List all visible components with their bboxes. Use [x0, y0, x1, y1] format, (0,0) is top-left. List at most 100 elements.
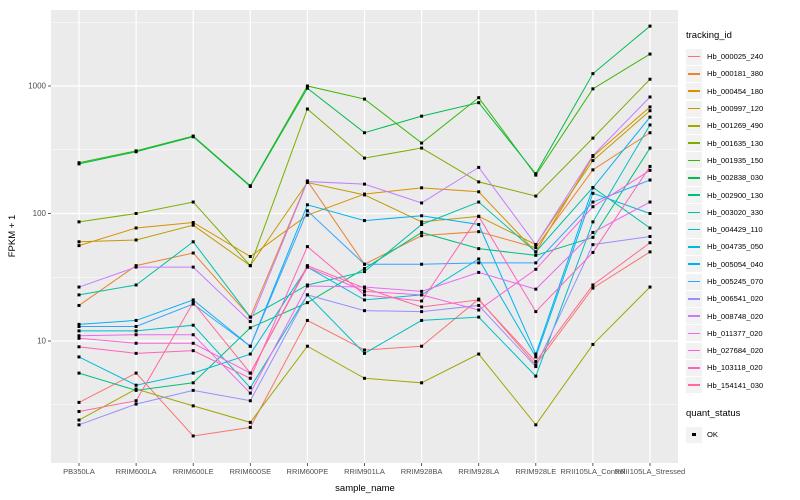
data-point: [591, 286, 595, 290]
legend-entry-label: Hb_000025_240: [707, 52, 764, 62]
data-point: [77, 371, 81, 375]
data-point: [134, 283, 138, 287]
data-point: [534, 243, 538, 247]
data-point: [248, 371, 252, 375]
legend-entry: Hb_002900_130: [686, 186, 798, 204]
data-point: [420, 201, 424, 205]
data-point: [477, 180, 481, 184]
data-point: [591, 243, 595, 247]
legend-entry-label: Hb_000454_180: [707, 86, 764, 96]
legend-entry-label: Hb_003020_330: [707, 207, 764, 217]
legend-entry-label: Hb_011377_020: [707, 328, 763, 338]
x-tick-label: RRIM600LE: [173, 467, 214, 476]
legend-entry: Hb_005054_040: [686, 256, 798, 273]
data-point: [363, 267, 366, 271]
data-point: [648, 212, 652, 215]
data-point: [477, 315, 481, 319]
data-point: [420, 114, 424, 118]
data-point: [191, 404, 195, 408]
data-point: [191, 341, 195, 345]
legend-entry: Hb_002838_030: [686, 169, 798, 186]
data-point: [191, 301, 195, 305]
legend-key-swatch: [686, 221, 702, 238]
data-point: [191, 265, 195, 269]
data-point: [591, 342, 595, 346]
x-tick-label: RRIM901LA: [344, 467, 385, 476]
legend-entry-label: Hb_006541_020: [707, 294, 764, 304]
data-point: [134, 150, 138, 154]
legend-entry: Hb_000181_380: [686, 65, 798, 82]
data-point: [305, 293, 309, 297]
legend-key-line: [688, 246, 700, 248]
data-point: [591, 250, 595, 254]
data-point: [305, 284, 309, 288]
legend-entry: Hb_001635_130: [686, 134, 798, 152]
data-point: [248, 425, 252, 429]
data-point: [305, 209, 309, 213]
legend-entry-label: Hb_002838_030: [707, 173, 764, 183]
y-tick-label: 1000: [28, 82, 46, 91]
data-point: [363, 293, 366, 297]
data-point: [134, 333, 138, 337]
data-point: [248, 320, 252, 324]
data-point: [477, 190, 481, 194]
data-point: [134, 265, 138, 269]
data-point: [305, 84, 309, 88]
data-point: [648, 77, 652, 81]
data-point: [420, 293, 424, 297]
legend-key-swatch: [686, 342, 702, 359]
data-point: [420, 222, 424, 226]
data-point: [191, 220, 195, 224]
data-point: [420, 262, 424, 266]
data-point: [363, 376, 366, 380]
x-tick-label: PB350LA: [63, 467, 95, 476]
data-point: [134, 318, 138, 322]
data-point: [420, 186, 424, 190]
data-point: [477, 214, 481, 218]
data-point: [191, 298, 195, 302]
legend-key-line: [688, 159, 700, 162]
data-point: [648, 285, 652, 289]
data-point: [591, 136, 595, 140]
data-point: [534, 363, 538, 367]
data-point: [77, 303, 81, 307]
data-point: [77, 329, 81, 333]
axis-layer: 10 100 1000 PB350LA RRIM600LA RRIM600LE RRIM60…: [28, 82, 685, 476]
legend-key-line: [688, 367, 700, 369]
legend-key-swatch: [686, 377, 702, 394]
data-point: [305, 301, 309, 305]
data-point: [591, 200, 595, 204]
data-point: [77, 418, 81, 422]
legend-entry: Hb_000025_240: [686, 48, 798, 65]
legend-entry: Hb_000454_180: [686, 83, 798, 100]
data-point: [248, 352, 252, 356]
data-point: [591, 235, 595, 239]
data-point: [534, 374, 538, 378]
data-point: [77, 423, 81, 427]
data-point: [363, 219, 366, 223]
data-point: [648, 164, 652, 168]
legend-key-swatch: [686, 325, 702, 342]
data-point: [77, 345, 81, 349]
data-point: [134, 399, 138, 403]
data-point: [477, 101, 481, 105]
data-point: [534, 355, 538, 359]
data-point: [648, 235, 652, 239]
legend-entry-label: Hb_005245_070: [707, 277, 764, 286]
data-point: [77, 409, 81, 413]
data-point: [134, 388, 138, 392]
x-tick-label: RRII105LA_Stressed: [615, 467, 685, 476]
data-point: [363, 156, 366, 160]
legend-entry: Hb_001269_490: [686, 117, 798, 134]
data-point: [648, 226, 652, 230]
legend-entry-label: Hb_027684_020: [707, 346, 764, 356]
data-point: [248, 376, 252, 380]
data-point: [77, 336, 81, 340]
legend-key-line: [688, 315, 700, 317]
legend-key-swatch: [686, 152, 702, 169]
data-point: [420, 234, 424, 238]
data-point: [363, 286, 366, 290]
data-point: [248, 315, 252, 319]
data-point: [305, 107, 309, 111]
legend-entry-label: Hb_005054_040: [707, 259, 764, 269]
